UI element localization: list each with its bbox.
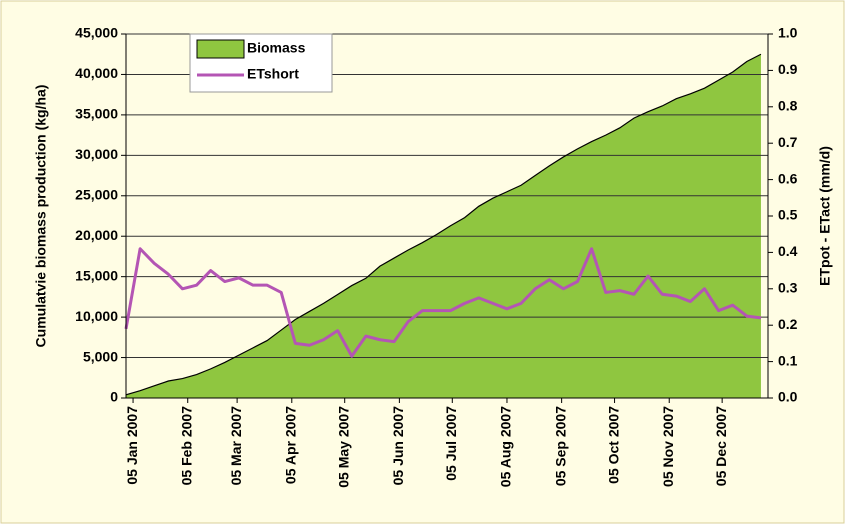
y2-tick-label: 0.3	[778, 280, 798, 296]
legend-label: ETshort	[247, 66, 299, 82]
y2-tick-label: 1.0	[778, 25, 798, 41]
y-tick-label: 15,000	[75, 267, 118, 283]
x-tick-label: 05 Aug 2007	[498, 406, 514, 487]
legend: Biomass ETshort	[189, 33, 333, 93]
x-tick-label: 05 Feb 2007	[178, 406, 194, 486]
x-tick-label: 05 Dec 2007	[713, 406, 729, 486]
y-tick-label: 35,000	[75, 106, 118, 122]
x-tick-label: 05 Apr 2007	[282, 406, 298, 484]
y-tick-label: 10,000	[75, 308, 118, 324]
y2-axis-label: ETpot - ETact (mm/d)	[817, 146, 833, 286]
y2-tick-label: 0.7	[778, 134, 798, 150]
legend-label: Biomass	[247, 40, 306, 56]
y2-tick-label: 0.9	[778, 61, 798, 77]
y2-tick-label: 0.6	[778, 170, 798, 186]
biomass-edge	[125, 53, 762, 396]
y-tick-label: 40,000	[75, 65, 118, 81]
x-tick-label: 05 Jan 2007	[124, 406, 140, 485]
y-tick-label: 30,000	[75, 146, 118, 162]
y2-tick-label: 0.5	[778, 207, 798, 223]
y-axis-label: Cumulatvie biomass production (kg/ha)	[33, 85, 49, 348]
legend-swatch	[196, 39, 245, 59]
y2-tick-label: 0.1	[778, 352, 798, 368]
x-tick-label: 05 Jul 2007	[443, 406, 459, 481]
y-tick-label: 25,000	[75, 186, 118, 202]
y2-tick-label: 0.0	[778, 389, 798, 405]
y2-tick-label: 0.4	[778, 243, 798, 259]
x-tick-label: 05 May 2007	[335, 406, 351, 488]
y-tick-label: 20,000	[75, 227, 118, 243]
y-tick-label: 5,000	[83, 348, 118, 364]
biomass-area	[126, 54, 761, 398]
x-tick-label: 05 Sep 2007	[552, 406, 568, 486]
y-tick-label: 45,000	[75, 25, 118, 41]
x-tick-label: 05 Nov 2007	[660, 406, 676, 487]
y2-tick-label: 0.2	[778, 316, 798, 332]
x-tick-label: 05 Jun 2007	[390, 406, 406, 486]
y-tick-label: 0	[110, 389, 118, 405]
x-tick-label: 05 Mar 2007	[228, 406, 244, 486]
x-tick-label: 05 Oct 2007	[605, 406, 621, 484]
etshort-line	[124, 247, 762, 358]
y2-tick-label: 0.8	[778, 98, 798, 114]
